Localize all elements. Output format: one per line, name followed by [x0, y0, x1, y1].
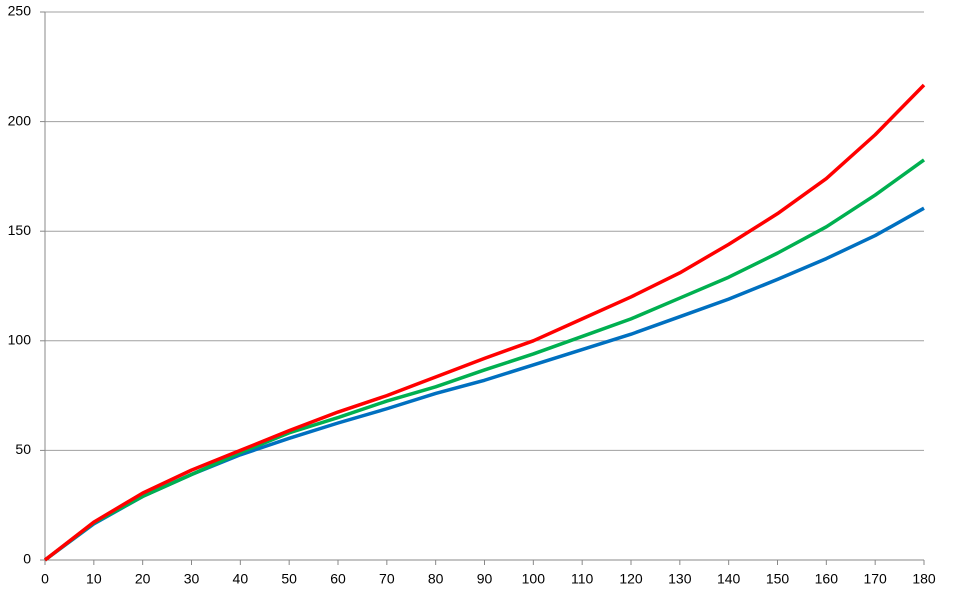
x-tick-label: 140 [717, 571, 741, 587]
x-tick-label: 160 [815, 571, 839, 587]
y-tick-label: 100 [8, 332, 32, 348]
x-tick-label: 50 [281, 571, 297, 587]
x-tick-label: 60 [330, 571, 346, 587]
x-tick-label: 130 [668, 571, 692, 587]
x-tick-label: 110 [571, 571, 594, 587]
x-tick-label: 20 [135, 571, 151, 587]
x-tick-label: 170 [863, 571, 887, 587]
y-tick-label: 0 [23, 551, 31, 567]
series-line [43, 158, 926, 562]
series-line [43, 83, 926, 562]
x-tick-label: 100 [522, 571, 546, 587]
x-tick-label: 90 [477, 571, 493, 587]
series-line [43, 206, 925, 562]
y-tick-label: 50 [15, 441, 31, 457]
y-tick-label: 250 [8, 3, 32, 19]
x-tick-label: 120 [619, 571, 643, 587]
x-tick-label: 70 [379, 571, 395, 587]
x-tick-label: 30 [184, 571, 200, 587]
x-tick-label: 10 [86, 571, 102, 587]
x-tick-label: 80 [428, 571, 444, 587]
y-tick-label: 150 [8, 222, 32, 238]
x-tick-label: 180 [912, 571, 936, 587]
x-tick-label: 40 [233, 571, 249, 587]
x-tick-label: 150 [766, 571, 790, 587]
y-tick-label: 200 [8, 112, 32, 128]
x-tick-label: 0 [41, 571, 49, 587]
